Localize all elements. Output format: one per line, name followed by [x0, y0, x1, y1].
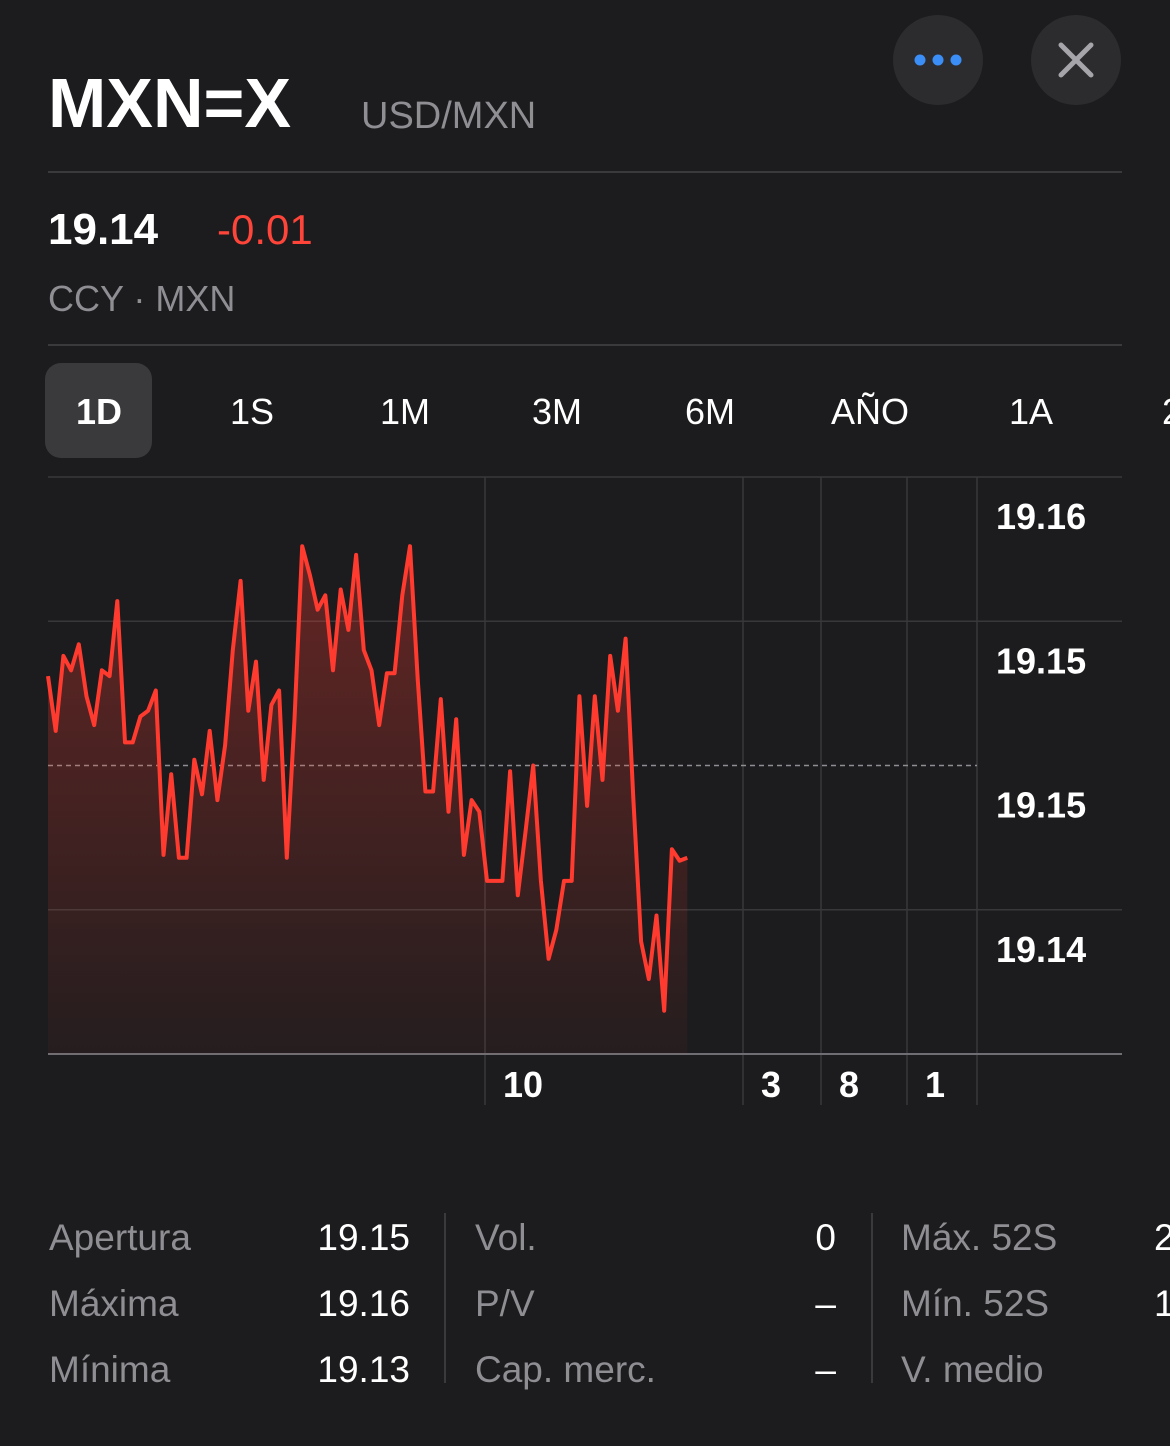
- range-button[interactable]: AÑO: [831, 391, 909, 432]
- more-button[interactable]: [893, 15, 983, 105]
- range-button[interactable]: 1D: [76, 391, 122, 432]
- y-tick-label: 19.14: [996, 929, 1086, 970]
- symbol-name: USD/MXN: [361, 95, 536, 137]
- stat-label: Apertura: [49, 1217, 191, 1258]
- price: 19.14: [48, 205, 159, 254]
- stat-label: Máx. 52S: [901, 1217, 1057, 1258]
- y-tick-label: 19.15: [996, 785, 1086, 826]
- stat-value: 2: [1154, 1217, 1170, 1258]
- symbol: MXN=X: [48, 64, 291, 142]
- stat-label: Mín. 52S: [901, 1283, 1049, 1324]
- x-tick-label: 3: [761, 1064, 781, 1105]
- stat-value: –: [815, 1283, 836, 1324]
- price-line: [46, 544, 689, 1013]
- y-tick-label: 19.15: [996, 640, 1086, 681]
- range-selector: 1D 1S 1M 3M 6M AÑO 1A 2: [45, 363, 1170, 458]
- stat-label: Máxima: [49, 1283, 179, 1324]
- stat-value: 19.16: [317, 1283, 410, 1324]
- chart: 19.16 19.15 19.15 19.14 10 3 8 1: [46, 476, 1122, 1105]
- range-button[interactable]: 2: [1162, 391, 1170, 432]
- stat-value: 1: [1154, 1283, 1170, 1324]
- stat-value: 0: [815, 1217, 836, 1258]
- line-area: [48, 546, 688, 1054]
- exchange: CCY · MXN: [48, 278, 235, 319]
- stat-value: 19.15: [317, 1217, 410, 1258]
- dot: [914, 54, 926, 66]
- close-icon: [1058, 42, 1094, 78]
- range-selected-bg: [45, 363, 152, 458]
- stat-value: –: [815, 1349, 836, 1390]
- range-button[interactable]: 6M: [685, 391, 735, 432]
- y-tick-label: 19.16: [996, 496, 1086, 537]
- change: -0.01: [217, 206, 313, 253]
- stat-label: V. medio: [901, 1349, 1044, 1390]
- stat-value: 19.13: [317, 1349, 410, 1390]
- dot: [932, 54, 944, 66]
- stat-label: Vol.: [475, 1217, 537, 1258]
- range-button[interactable]: 3M: [532, 391, 582, 432]
- range-button[interactable]: 1S: [230, 391, 274, 432]
- stats: Apertura 19.15 Máxima 19.16 Mínima 19.13 Vol. 0…: [49, 1213, 1170, 1390]
- x-tick-label: 1: [925, 1064, 945, 1105]
- x-tick-label: 10: [503, 1064, 543, 1105]
- stat-label: Mínima: [49, 1349, 171, 1390]
- dot: [950, 54, 962, 66]
- range-button[interactable]: 1M: [380, 391, 430, 432]
- close-button[interactable]: [1031, 15, 1121, 105]
- stat-label: Cap. merc.: [475, 1349, 656, 1390]
- x-tick-label: 8: [839, 1064, 859, 1105]
- stat-label: P/V: [475, 1283, 535, 1324]
- range-button[interactable]: 1A: [1009, 391, 1053, 432]
